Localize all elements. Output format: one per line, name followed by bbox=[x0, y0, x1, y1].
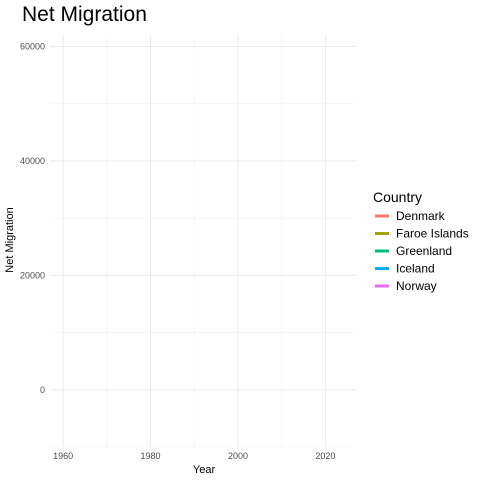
grid bbox=[50, 35, 356, 448]
legend-title: Country bbox=[373, 189, 422, 205]
x-tick-label: 2020 bbox=[315, 451, 335, 461]
x-tick-label: 1960 bbox=[53, 451, 73, 461]
y-axis-ticks: 0 20000 40000 60000 bbox=[20, 41, 45, 394]
legend: Country Denmark Faroe Islands Greenland Ice… bbox=[373, 189, 469, 293]
x-axis-label: Year bbox=[193, 464, 216, 476]
legend-item: Norway bbox=[375, 279, 437, 293]
chart-title: Net Migration bbox=[22, 3, 147, 26]
legend-label: Denmark bbox=[396, 209, 446, 223]
legend-label: Greenland bbox=[396, 244, 452, 258]
legend-label: Iceland bbox=[396, 262, 435, 276]
legend-item: Greenland bbox=[375, 244, 452, 258]
y-tick-label: 20000 bbox=[20, 270, 45, 280]
y-tick-label: 40000 bbox=[20, 156, 45, 166]
y-tick-label: 0 bbox=[40, 385, 45, 395]
legend-item: Iceland bbox=[375, 262, 435, 276]
legend-label: Faroe Islands bbox=[396, 227, 469, 241]
legend-item: Denmark bbox=[375, 209, 446, 223]
x-axis-ticks: 1960 1980 2000 2020 bbox=[53, 451, 335, 461]
x-tick-label: 2000 bbox=[228, 451, 248, 461]
legend-label: Norway bbox=[396, 279, 437, 293]
y-axis-label: Net Migration bbox=[4, 207, 16, 272]
y-tick-label: 60000 bbox=[20, 41, 45, 51]
x-tick-label: 1980 bbox=[141, 451, 161, 461]
legend-item: Faroe Islands bbox=[375, 227, 469, 241]
